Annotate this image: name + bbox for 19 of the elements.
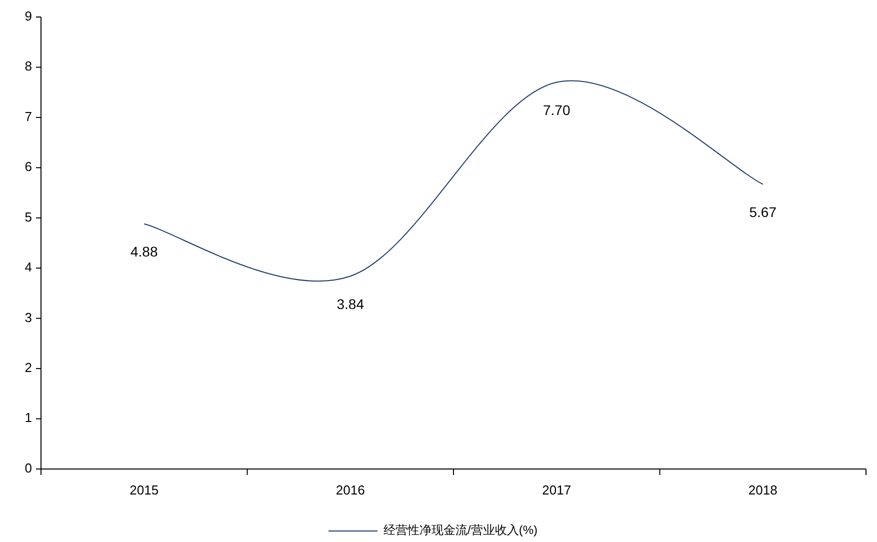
x-tick-label: 2016 [336, 482, 365, 498]
y-tick-label: 8 [24, 58, 32, 74]
x-tick-label: 2015 [130, 482, 159, 498]
y-tick-label: 1 [24, 410, 32, 426]
y-tick-label: 2 [24, 360, 32, 375]
y-tick-label: 3 [24, 310, 32, 325]
legend-label: 经营性净现金流/营业收入(%) [384, 523, 538, 538]
y-tick-label: 6 [24, 159, 32, 174]
data-label: 4.88 [130, 244, 158, 260]
y-tick-label: 0 [24, 460, 32, 476]
data-label: 7.70 [543, 102, 570, 118]
y-tick-label: 5 [24, 209, 32, 224]
y-tick-label: 7 [24, 108, 32, 124]
data-label: 3.84 [336, 296, 364, 312]
data-label: 5.67 [749, 204, 777, 220]
y-tick-label: 4 [24, 260, 32, 275]
x-tick-label: 2017 [542, 482, 572, 498]
y-tick-label: 9 [24, 8, 32, 24]
x-tick-label: 2018 [748, 482, 778, 498]
